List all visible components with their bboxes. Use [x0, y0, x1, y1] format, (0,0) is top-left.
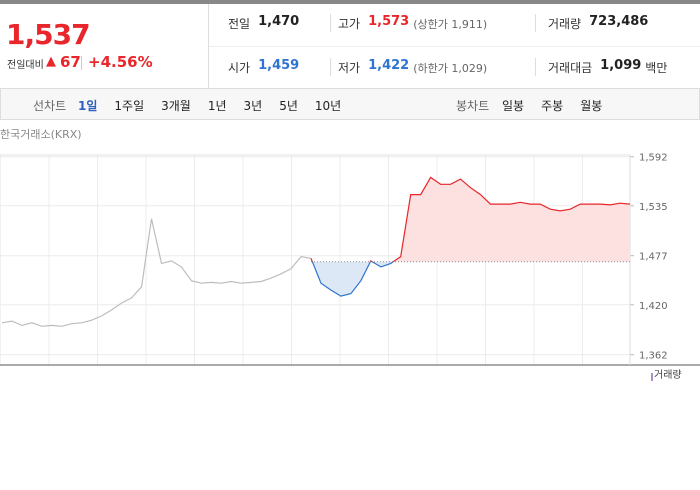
- change-rate: +4.56%: [88, 53, 153, 71]
- tab-group-label: 봉차트: [456, 99, 490, 113]
- tab[interactable]: 3개월: [161, 99, 191, 113]
- info-value: 1,470: [258, 14, 300, 29]
- tab[interactable]: 일봉: [502, 99, 525, 113]
- tab[interactable]: 1주일: [114, 99, 145, 113]
- info-value: 1,573: [368, 14, 410, 29]
- tab[interactable]: 10년: [314, 99, 342, 113]
- sep: [535, 14, 536, 32]
- y-tick-label: 1,477: [639, 252, 668, 263]
- tab[interactable]: 5년: [279, 99, 298, 113]
- area-down: [312, 261, 394, 297]
- info-extra: (상한가 1,911): [413, 18, 488, 31]
- tab[interactable]: 주봉: [541, 99, 564, 113]
- tab[interactable]: 1일: [78, 99, 98, 113]
- change-label: 전일대비: [7, 60, 44, 71]
- y-tick-label: 1,592: [639, 153, 668, 164]
- price-box: 1,537 전일대비 ▲ 67 +4.56%: [0, 4, 209, 88]
- info-value: 1,422: [368, 58, 410, 73]
- tab[interactable]: 1년: [207, 99, 227, 113]
- info-label: 전일: [228, 17, 251, 31]
- info-label: 저가: [338, 61, 361, 75]
- info-unit: 백만: [645, 61, 668, 75]
- price-line-down: [311, 261, 395, 297]
- price-line-up: [310, 176, 631, 262]
- area-up: [311, 177, 630, 262]
- up-icon: ▲: [46, 54, 56, 69]
- info-label: 고가: [338, 17, 361, 31]
- y-tick-label: 1,420: [639, 301, 668, 312]
- info-label: 시가: [228, 61, 251, 75]
- tab[interactable]: 월봉: [580, 99, 603, 113]
- volume-label: 거래량: [654, 369, 682, 381]
- info-value: 1,099: [600, 58, 642, 73]
- price: 1,537: [6, 18, 91, 51]
- sep: [330, 14, 331, 32]
- info-value: 723,486: [589, 14, 649, 29]
- tab-bar: [0, 88, 700, 120]
- info-label: 거래량: [548, 17, 582, 31]
- info-extra: (하한가 1,029): [413, 62, 488, 75]
- info-label: 거래대금: [548, 61, 593, 75]
- y-tick-label: 1,362: [639, 351, 668, 362]
- source: 한국거래소(KRX): [0, 128, 82, 141]
- change: 67: [60, 53, 81, 71]
- y-tick-label: 1,535: [639, 202, 668, 213]
- sep: [81, 56, 82, 70]
- tab-group-label: 선차트: [33, 99, 67, 113]
- top-bar: [0, 0, 700, 4]
- price-line: [1, 218, 312, 327]
- sep: [535, 58, 536, 76]
- info-value: 1,459: [258, 58, 300, 73]
- sep: [330, 58, 331, 76]
- volume-icon: [651, 373, 653, 381]
- row-sep: [209, 46, 700, 47]
- tab[interactable]: 3년: [243, 99, 263, 113]
